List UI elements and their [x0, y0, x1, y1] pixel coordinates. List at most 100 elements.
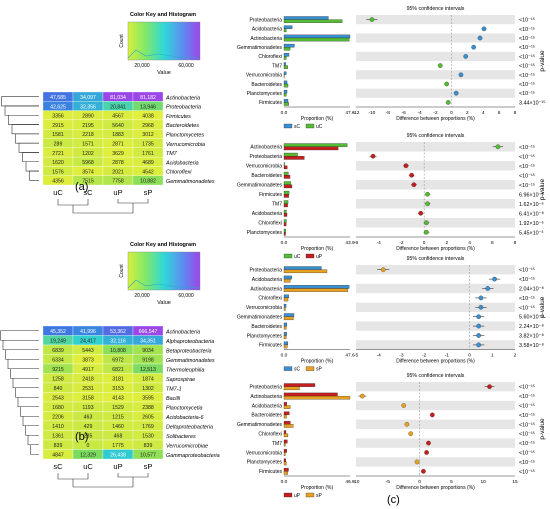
heatmap-row-label: Chloroflexi — [166, 170, 192, 176]
heatmap-cell-value: 4143 — [112, 396, 124, 402]
heatmap-row-label: Planctomycetes — [166, 132, 204, 138]
heatmap-cell-value: 1883 — [112, 132, 124, 138]
ci-prop-tick: 0.0 — [281, 353, 288, 359]
heatmap-cell-value: 5443 — [82, 348, 94, 354]
heatmap-cell-value: 6334 — [52, 358, 64, 364]
ci-difference-point — [409, 172, 414, 178]
ci-diff-tick: -4 — [377, 353, 382, 359]
heatmap-cell-value: 1620 — [52, 160, 64, 166]
ci-bar-series-1 — [283, 392, 338, 397]
heatmap-cell-value: 4567 — [112, 114, 124, 120]
heatmap-cell-value: 53,362 — [110, 329, 126, 335]
ci-pvalue-axis-label: p-value — [539, 178, 546, 200]
dendrogram-branch — [7, 358, 39, 370]
ci-category-label: Actinobacteria — [250, 36, 282, 42]
ci-difference-point — [369, 17, 375, 22]
ci-diff-tick: -12 — [353, 110, 360, 116]
ci-diff-tick: 0 — [423, 240, 426, 246]
ci-category-label: Bacteroidetes — [251, 324, 282, 330]
heatmap-cell-value: 1775 — [112, 443, 124, 449]
heatmap-cell-value: 468 — [114, 434, 123, 440]
heatmap-cell-value: 6839 — [52, 348, 64, 354]
ci-category-label: Bacteroidetes — [251, 413, 282, 419]
heatmap-cell-value: 10,882 — [140, 179, 156, 185]
heatmap-cell-value: 1302 — [142, 386, 154, 392]
ci-p-value: 1.92×10⁻⁶ — [519, 221, 544, 227]
ci-category-label: Planctomycetes — [247, 460, 283, 466]
ci-p-value: <10⁻¹⁵ — [519, 460, 535, 466]
ci-bar-series-2 — [283, 461, 287, 466]
ci-title: 95% confidence intervals — [407, 6, 465, 12]
ci-category-label: Planctomycetes — [247, 333, 283, 339]
heatmap-cell-value: 10,577 — [140, 453, 156, 459]
ci-category-label: Verrucomicrobia — [246, 450, 282, 456]
ci-title: 95% confidence intervals — [407, 256, 465, 262]
ci-p-value: <10⁻¹⁵ — [519, 268, 535, 274]
ci-p-value: <10⁻¹⁵ — [519, 82, 535, 88]
heatmap-cell-value: 32,356 — [80, 104, 96, 110]
ci-bar-series-1 — [283, 266, 322, 270]
heatmap-cell-value: 1735 — [142, 141, 154, 147]
ci-bar-series-1 — [283, 420, 291, 425]
ci-bar-series-2 — [283, 146, 339, 151]
ci-bar-series-1 — [283, 458, 286, 463]
ci-bar-series-1 — [283, 25, 293, 29]
heatmap-row-label: Acidobacteria-6 — [165, 415, 203, 421]
heatmap-cell-value: 463 — [84, 415, 93, 421]
ci-bar-series-1 — [283, 439, 288, 444]
dendrogram-branch — [20, 406, 39, 417]
heatmap-row-label: Bacteroidetes — [166, 123, 199, 129]
ci-row-band — [356, 340, 515, 350]
column-dendrogram — [57, 199, 149, 214]
ci-bar-series-1 — [283, 341, 289, 346]
ci-bar-series-2 — [283, 386, 300, 391]
color-key-gradient — [127, 21, 201, 61]
heatmap-cell-value: 2605 — [142, 415, 154, 421]
ci-p-value: <10⁻¹⁵ — [519, 64, 535, 70]
ci-row-band — [356, 265, 515, 275]
ci-bar-series-2 — [283, 203, 288, 208]
color-key-gradient — [127, 251, 201, 291]
ci-p-value: <10⁻¹⁵ — [519, 422, 535, 428]
ci-bar-series-2 — [283, 83, 289, 88]
heatmap-cell-value: 2531 — [82, 386, 94, 392]
ci-prop-label: Proportion (%) — [301, 359, 334, 365]
ci-category-label: Firmicutes — [259, 343, 283, 349]
ci-p-value: <10⁻¹⁵ — [519, 305, 535, 311]
ci-legend-label: uC — [316, 124, 323, 130]
ci-row-band — [356, 70, 515, 80]
row-dendrogram — [0, 330, 39, 455]
dendrogram-branch — [0, 330, 39, 341]
heatmap-cell-value: 2218 — [82, 132, 94, 138]
ci-bar-series-2 — [283, 194, 289, 198]
ci-bar-series-2 — [283, 269, 328, 274]
ci-diff-tick: 6 — [491, 240, 494, 246]
heatmap-cell-value: 3158 — [82, 396, 94, 402]
ci-bar-series-2 — [283, 471, 288, 475]
color-key-tick: 60,000 — [178, 293, 194, 299]
heatmap-cell-value: 42,625 — [50, 104, 66, 110]
ci-p-value: <10⁻¹⁵ — [519, 432, 535, 438]
ci-bar-series-1 — [283, 53, 290, 57]
ci-category-label: TM7 — [272, 63, 282, 69]
ci-prop-tick: 0.0 — [281, 110, 288, 116]
ci-difference-point — [458, 72, 464, 78]
ci-row-band — [356, 218, 515, 228]
ci-prop-label: Proportion (%) — [301, 246, 334, 252]
heatmap-cell-value: 26,438 — [110, 453, 126, 459]
heatmap-cell-value: 1576 — [52, 169, 64, 175]
ci-diff-tick: 4 — [468, 240, 471, 246]
ci-pvalue-axis-label: p-value — [539, 50, 546, 72]
heatmap-cell-value: 666,547 — [139, 329, 158, 335]
color-key-tick: 20,000 — [134, 293, 150, 299]
ci-legend-swatch — [283, 253, 293, 259]
ci-difference-point — [487, 384, 492, 390]
ci-category-label: Chloroflexi — [258, 296, 282, 302]
ci-diff-tick: -10 — [368, 110, 375, 116]
ci-p-value: 5.45×10⁻³ — [519, 230, 543, 236]
heatmap-cell-value: 289 — [54, 141, 63, 147]
heatmap-cell-value: 6972 — [112, 358, 124, 364]
ci-prop-tick: 0.0 — [281, 240, 288, 246]
dendrogram-branch — [22, 415, 39, 427]
ci-category-label: Proteobacteria — [249, 154, 282, 160]
